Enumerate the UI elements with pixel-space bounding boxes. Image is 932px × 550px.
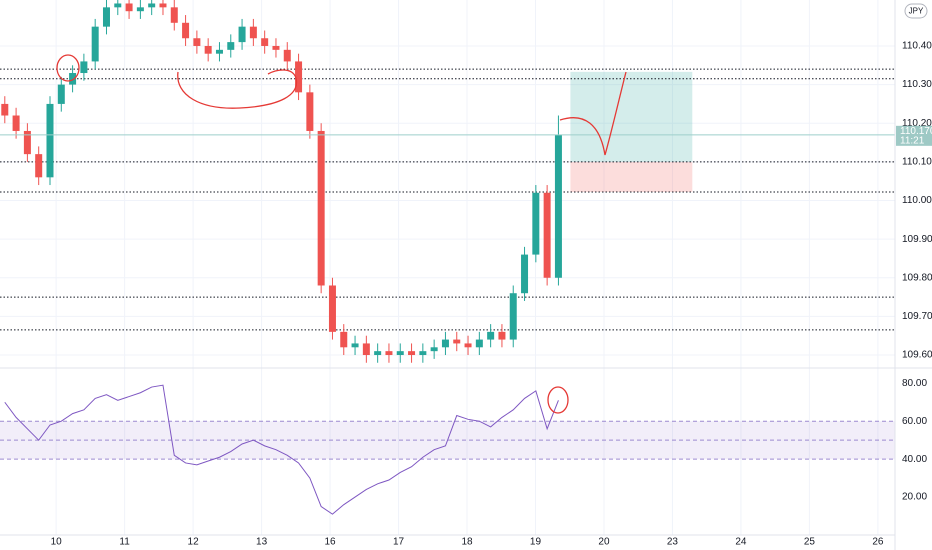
candle-body [148, 3, 156, 8]
candle-body [396, 351, 404, 356]
x-tick-label: 20 [598, 537, 610, 548]
candle-body [136, 7, 144, 12]
currency-badge[interactable] [904, 3, 928, 19]
candle-body [12, 115, 20, 131]
candle-body [295, 61, 303, 93]
candle-body [159, 3, 167, 8]
x-tick-label: 18 [461, 537, 473, 548]
y-tick-label: 110.100 [902, 157, 932, 168]
candle-body [532, 192, 540, 255]
y-tick-label: 110.200 [902, 118, 932, 129]
drawn-curve [177, 69, 298, 109]
y-tick-label: 80.00 [902, 378, 927, 389]
candle-body [306, 92, 314, 131]
x-tick-label: 26 [872, 537, 884, 548]
candle-body [419, 351, 427, 356]
y-tick-label: 40.00 [902, 454, 927, 465]
candle-body [328, 285, 336, 332]
x-tick-label: 16 [324, 537, 336, 548]
candle-body [170, 7, 178, 23]
background-layer [0, 68, 895, 460]
y-tick-label: 60.00 [902, 416, 927, 427]
candle-body [35, 154, 43, 178]
candle-body [317, 130, 325, 286]
data-layer [0, 0, 895, 515]
candle-body [509, 293, 517, 340]
candle-body [114, 3, 122, 8]
drawn-circle [547, 386, 569, 414]
y-tick-label: 109.700 [902, 311, 932, 322]
candle-body [204, 45, 212, 54]
candle-body [227, 42, 235, 50]
candle-body [261, 38, 269, 46]
drawn-check [559, 71, 627, 156]
candle-body [91, 26, 99, 62]
candle-body [23, 130, 31, 155]
candle-body [283, 49, 291, 62]
candle-body [249, 26, 257, 39]
x-tick-label: 11 [119, 537, 130, 548]
x-tick-label: 13 [256, 537, 268, 548]
candle-body [102, 7, 110, 27]
candle-body [554, 134, 562, 278]
grid-layer [0, 0, 895, 535]
y-tick-label: 20.00 [902, 492, 927, 503]
y-tick-label: 109.900 [902, 234, 932, 245]
candle-body [475, 339, 483, 348]
candle-body [441, 339, 449, 348]
x-tick-label: 17 [393, 537, 405, 548]
last-price-label: 110.170 [900, 126, 932, 137]
candle-body [487, 331, 495, 340]
candle-body [125, 3, 133, 12]
y-tick-label: 109.600 [902, 350, 932, 361]
candle-body [57, 84, 65, 104]
y-tick-label: 109.800 [902, 272, 932, 283]
candle-body [182, 22, 190, 39]
candle-body [238, 26, 246, 43]
candle-body [498, 331, 506, 340]
x-tick-label: 10 [51, 537, 63, 548]
currency-label: JPY [909, 7, 924, 16]
candle-body [69, 73, 77, 85]
candle-body [362, 343, 370, 356]
candle-body [272, 45, 280, 50]
drawn-circle [56, 54, 80, 82]
x-tick-label: 19 [530, 537, 542, 548]
candle-body [430, 347, 438, 352]
candle-body [385, 351, 393, 356]
x-tick-label: 24 [735, 537, 747, 548]
candle-body [408, 351, 416, 356]
last-price-tag [896, 125, 932, 146]
candle-body [351, 343, 359, 348]
candle-body [374, 351, 382, 356]
candle-body [1, 103, 9, 116]
candle-body [453, 339, 461, 344]
y-tick-label: 110.300 [902, 79, 932, 90]
candle-body [215, 49, 223, 54]
stop-zone [570, 161, 693, 192]
candle-body [543, 192, 551, 278]
last-price-time: 11:21 [900, 135, 925, 146]
candle-body [464, 343, 472, 348]
candle-body [46, 103, 54, 178]
candle-body [521, 254, 529, 294]
hand-drawings [56, 54, 627, 414]
x-tick-label: 23 [667, 537, 679, 548]
candle-body [80, 61, 88, 74]
candle-body [193, 38, 201, 46]
rsi-line [4, 384, 559, 515]
x-tick-label: 12 [188, 537, 200, 548]
y-tick-label: 110.400 [902, 41, 932, 52]
x-tick-label: 25 [804, 537, 816, 548]
y-tick-label: 110.000 [902, 195, 932, 206]
candle-body [340, 331, 348, 348]
target-zone [570, 71, 693, 162]
